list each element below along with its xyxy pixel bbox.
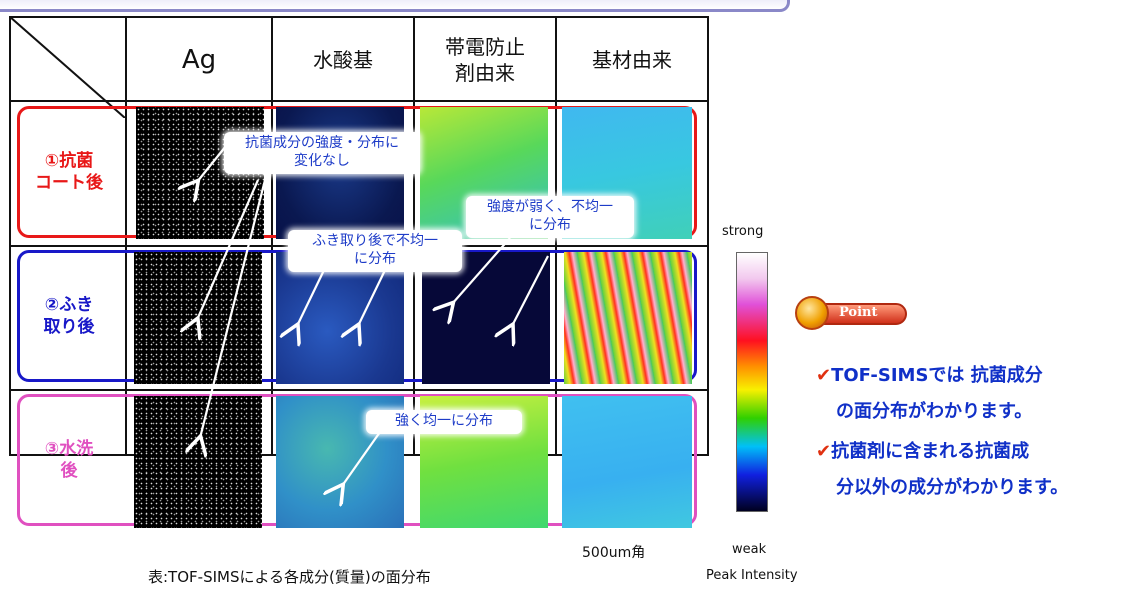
point-item-1-line2: の面分布がわかります。 — [836, 401, 1033, 422]
callout-weak-uneven: 強度が弱く、不均一 に分布 — [466, 196, 634, 238]
colorbar-bottom-label: weak — [732, 542, 767, 557]
header-hydroxyl: 水酸基 — [313, 48, 373, 72]
point-item-2-line1: ✔抗菌剤に含まれる抗菌成 — [816, 441, 1030, 462]
header-substrate: 基材由来 — [592, 48, 672, 72]
callout-wiped-uneven: ふき取り後で不均一 に分布 — [288, 230, 462, 272]
table-header-divider — [9, 100, 709, 102]
header-antistatic: 帯電防止 剤由来 — [445, 35, 525, 85]
scale-label: 500um角 — [582, 545, 646, 561]
check-icon: ✔ — [816, 365, 832, 386]
point-item-2-line2: 分以外の成分がわかります。 — [836, 477, 1069, 498]
row-label-washed: ③水洗 後 — [44, 439, 94, 481]
point-badge: Point — [793, 296, 911, 332]
callout-strong-even: 強く均一に分布 — [366, 410, 522, 434]
header-ag: Ag — [181, 45, 217, 75]
title-bar-border — [0, 0, 790, 12]
image-ag-washed — [134, 396, 262, 528]
colorbar — [736, 252, 768, 512]
row-label-coated: ①抗菌 コート後 — [35, 151, 103, 193]
table-caption: 表:TOF-SIMSによる各成分(質量)の面分布 — [148, 568, 431, 586]
point-item-1-line1: ✔TOF-SIMSでは 抗菌成分 — [816, 365, 1043, 386]
colorbar-top-label: strong — [722, 224, 764, 239]
table-border-top — [9, 16, 709, 18]
row-label-wiped: ②ふき 取り後 — [43, 295, 95, 337]
image-substrate-wiped — [564, 252, 692, 384]
table-border-left — [9, 16, 11, 456]
colorbar-caption: Peak Intensity — [706, 568, 798, 583]
image-substrate-washed — [562, 396, 692, 528]
point-badge-label: Point — [839, 305, 878, 320]
lightbulb-icon — [795, 296, 829, 330]
check-icon: ✔ — [816, 441, 832, 462]
table-row-divider-2 — [9, 389, 709, 391]
callout-unchanged: 抗菌成分の強度・分布に 変化なし — [224, 132, 420, 174]
table-border-right — [707, 16, 709, 456]
